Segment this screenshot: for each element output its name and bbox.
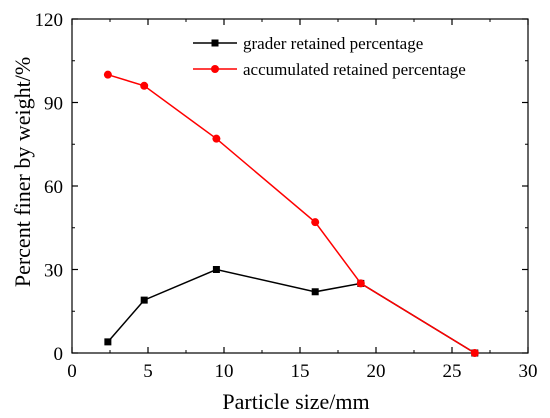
y-tick-label: 30 bbox=[44, 261, 63, 282]
y-tick-label: 0 bbox=[54, 344, 64, 365]
series-layer bbox=[103, 70, 479, 357]
x-axis-title: Particle size/mm bbox=[222, 389, 369, 414]
legend-marker-grader bbox=[211, 39, 219, 47]
data-point-grader bbox=[212, 266, 220, 273]
legend-marker-accumulated bbox=[211, 65, 219, 73]
data-point-accumulated bbox=[140, 81, 149, 90]
x-tick-label: 20 bbox=[367, 361, 386, 382]
x-tick-label: 0 bbox=[67, 361, 77, 382]
y-tick-label: 60 bbox=[44, 177, 63, 198]
legend: grader retained percentage accumulated r… bbox=[193, 34, 466, 79]
y-axis-title: Percent finer by weight/% bbox=[10, 57, 35, 287]
data-point-accumulated bbox=[470, 349, 479, 357]
x-tick-label: 25 bbox=[443, 361, 462, 382]
y-tick-label: 90 bbox=[44, 94, 63, 115]
data-point-accumulated bbox=[103, 70, 112, 79]
axes: 0 5 10 15 20 25 30 0 30 60 90 120 bbox=[35, 10, 538, 382]
data-point-accumulated bbox=[311, 218, 320, 227]
data-point-accumulated bbox=[212, 134, 221, 143]
data-point-accumulated bbox=[356, 279, 365, 288]
data-point-grader bbox=[104, 338, 112, 346]
data-point-grader bbox=[311, 288, 319, 296]
legend-label-accumulated: accumulated retained percentage bbox=[243, 60, 466, 79]
series-line-accumulated bbox=[107, 73, 476, 354]
x-tick-label: 5 bbox=[143, 361, 153, 382]
x-tick-label: 30 bbox=[519, 361, 538, 382]
legend-label-grader: grader retained percentage bbox=[243, 34, 423, 53]
series-line-grader bbox=[107, 268, 476, 354]
y-tick-label: 120 bbox=[35, 10, 64, 31]
data-point-grader bbox=[140, 296, 148, 304]
x-tick-label: 15 bbox=[291, 361, 310, 382]
x-tick-label: 10 bbox=[215, 361, 234, 382]
